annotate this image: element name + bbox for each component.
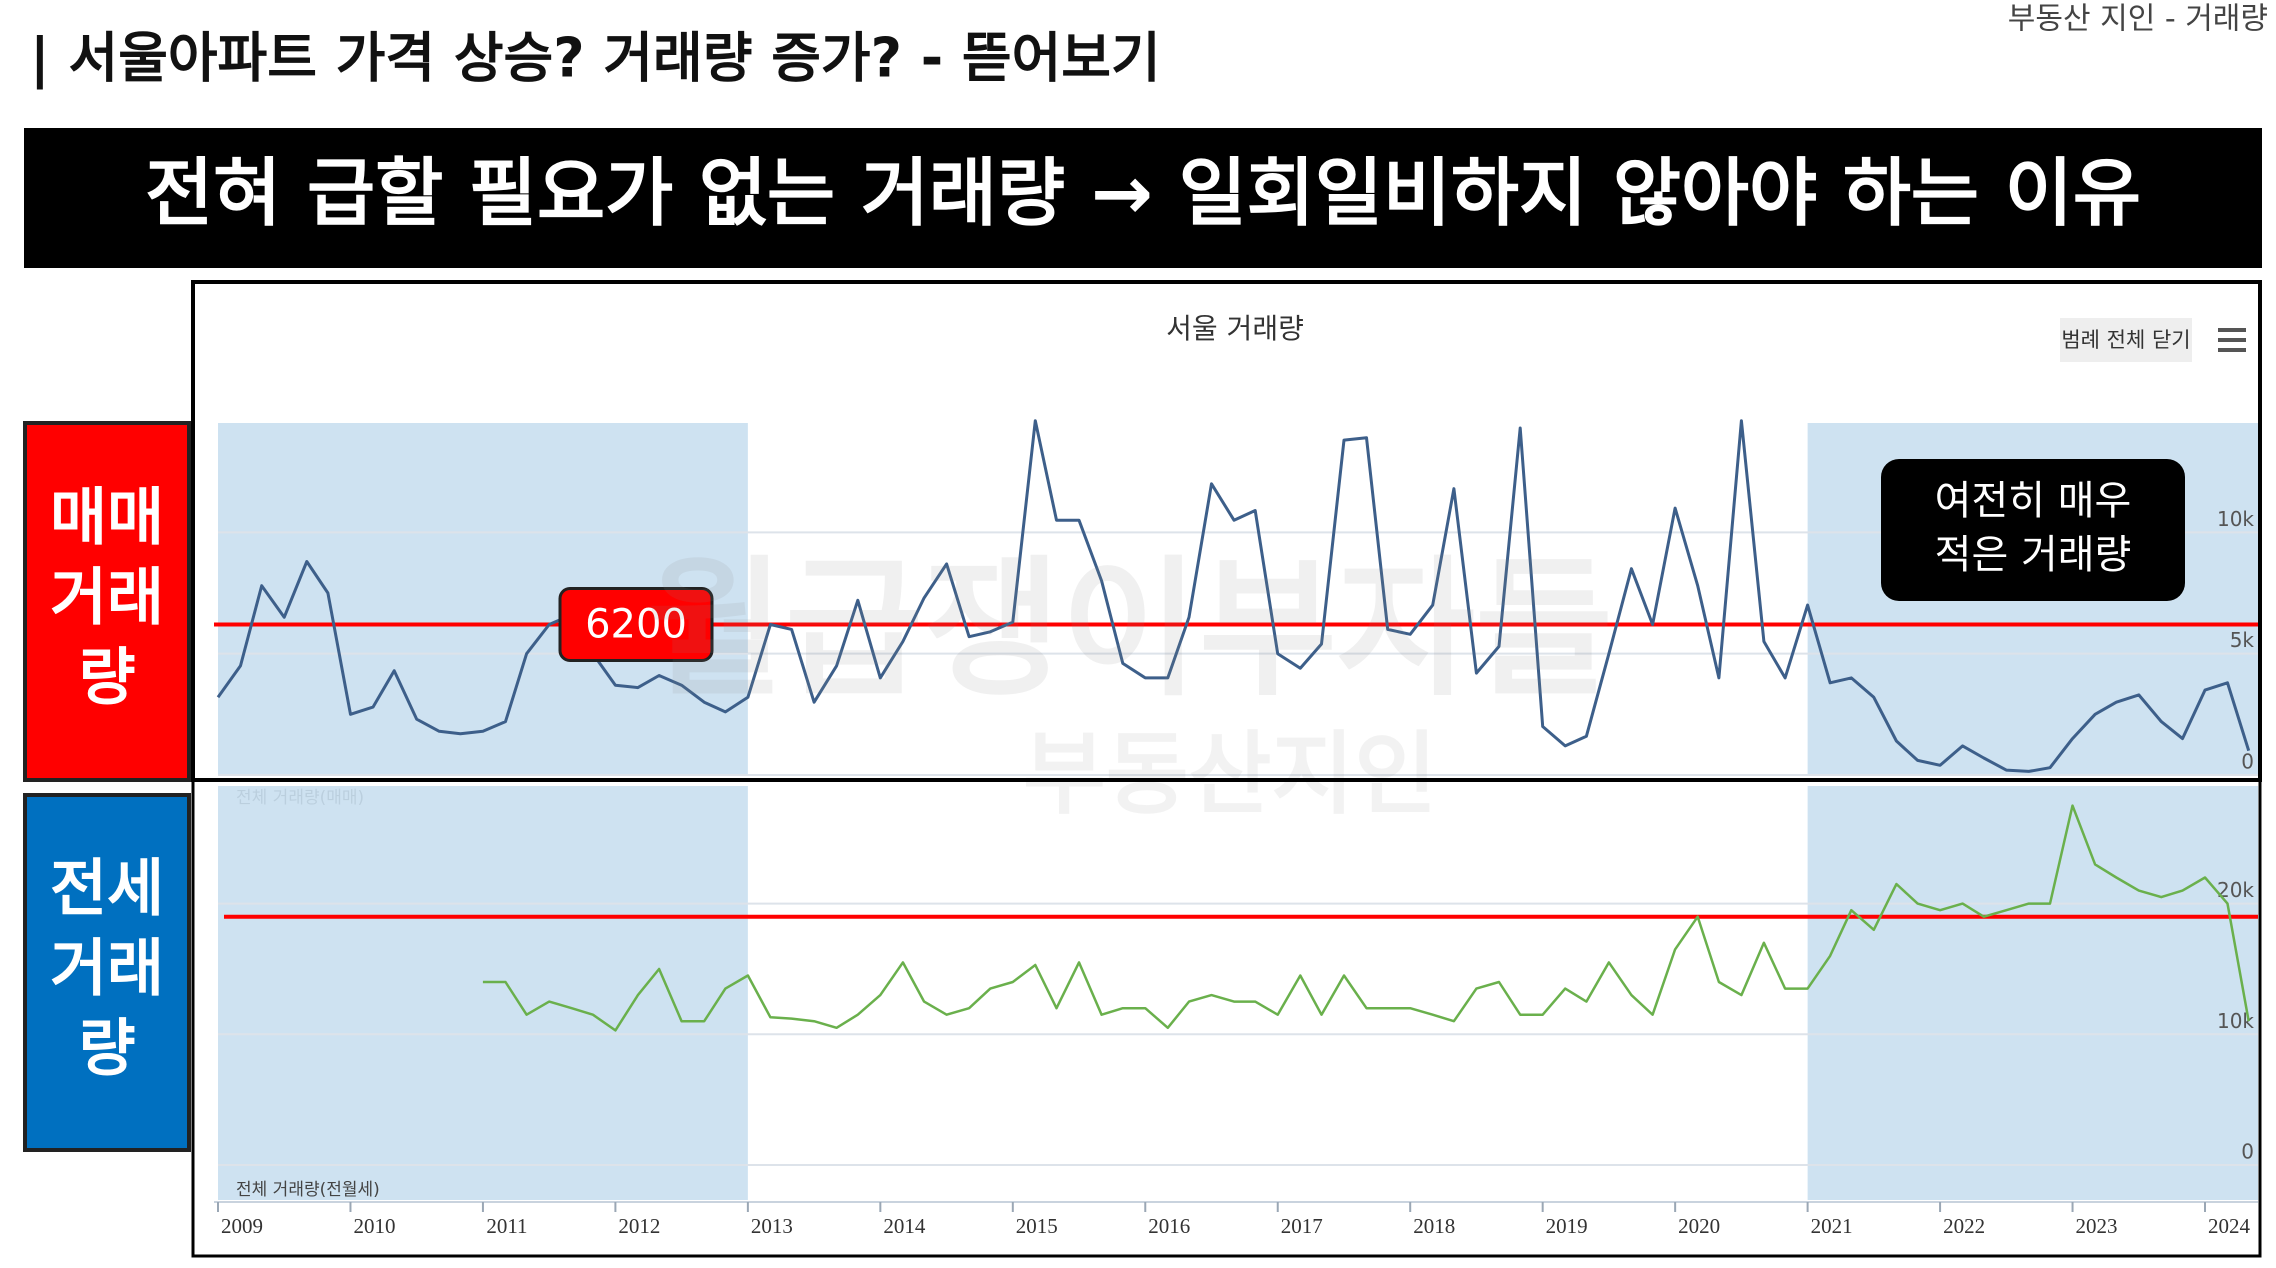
x-tick-label: 2020 xyxy=(1678,1214,1720,1238)
side-label: 매매 xyxy=(50,481,164,554)
watermark: 부동산지인 xyxy=(1023,722,1437,827)
menu-icon[interactable] xyxy=(2218,328,2246,352)
upper-frame xyxy=(191,280,2262,782)
annotation: 여전히 매우 xyxy=(1935,478,2132,524)
side-box-rent xyxy=(23,793,191,1152)
banner: 전혀 급할 필요가 없는 거래량 → 일회일비하지 않아야 하는 이유 xyxy=(145,151,2141,237)
x-tick-label: 2012 xyxy=(618,1214,660,1238)
y-tick-label: 10k xyxy=(2217,507,2254,531)
x-tick-label: 2018 xyxy=(1413,1214,1455,1238)
y-tick-label: 0 xyxy=(2241,750,2254,774)
x-tick-label: 2011 xyxy=(486,1214,527,1238)
reference-label: 6200 xyxy=(585,602,687,648)
side-label: 거래 xyxy=(50,561,164,634)
legend-button[interactable]: 범례 전체 닫기 xyxy=(2061,328,2190,352)
shaded-range xyxy=(1807,786,2258,1200)
x-tick-label: 2016 xyxy=(1148,1214,1190,1238)
side-label: 량 xyxy=(78,1012,135,1085)
reference-label-bg xyxy=(558,587,714,663)
side-box-sale xyxy=(23,421,191,782)
y-tick-label: 10k xyxy=(2217,1009,2254,1033)
x-tick-label: 2013 xyxy=(751,1214,793,1238)
slide-title: | 서울아파트 가격 상승? 거래량 증가? - 뜯어보기 xyxy=(30,27,1161,90)
x-tick-label: 2017 xyxy=(1281,1214,1323,1238)
x-tick-label: 2019 xyxy=(1546,1214,1588,1238)
annotation: 적은 거래량 xyxy=(1935,532,2132,578)
watermark: 월급쟁이부자들 xyxy=(647,543,1613,717)
side-label: 전세 xyxy=(50,852,164,925)
x-tick-label: 2023 xyxy=(2076,1214,2118,1238)
series-line xyxy=(216,419,2251,773)
annotation-bg xyxy=(1881,459,2185,601)
series-name: 전체 거래량(전월세) xyxy=(236,1180,380,1200)
x-tick-label: 2024 xyxy=(2208,1214,2251,1238)
series-line xyxy=(482,804,2250,1032)
source: 부동산 지인 - 거래량 xyxy=(2008,2,2268,37)
x-tick-label: 2010 xyxy=(353,1214,395,1238)
side-label: 량 xyxy=(78,641,135,714)
x-tick-label: 2022 xyxy=(1943,1214,1985,1238)
banner-bg xyxy=(24,128,2262,268)
x-tick-label: 2009 xyxy=(221,1214,263,1238)
y-tick-label: 5k xyxy=(2230,628,2255,652)
x-tick-label: 2021 xyxy=(1811,1214,1853,1238)
shaded-range xyxy=(218,786,748,1200)
legend-button-bg[interactable] xyxy=(2060,318,2192,362)
side-label: 거래 xyxy=(50,932,164,1005)
x-tick-label: 2015 xyxy=(1016,1214,1058,1238)
chart-title: 서울 거래량 xyxy=(1166,312,1304,345)
x-tick-label: 2014 xyxy=(883,1214,926,1238)
y-tick-label: 0 xyxy=(2241,1140,2254,1164)
